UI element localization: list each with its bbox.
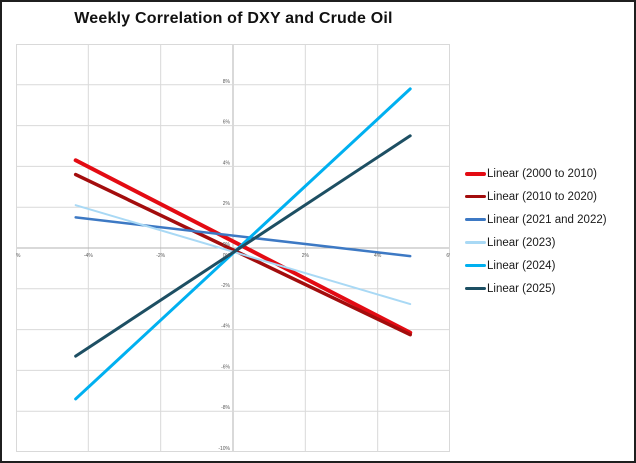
y-tick-label: -4% (221, 324, 230, 330)
legend-marker (465, 287, 486, 290)
legend-item: Linear (2010 to 2020) (465, 185, 607, 208)
y-tick-label: 2% (223, 201, 231, 207)
x-tick-label: 6% (446, 253, 450, 259)
legend-item: Linear (2023) (465, 231, 607, 254)
legend-marker (465, 241, 486, 244)
legend-marker (465, 264, 486, 267)
plot-area: -6%-4%-2%0%2%4%6%10%8%6%4%2%0%-2%-4%-6%-… (12, 38, 454, 453)
x-tick-label: 0% (223, 253, 231, 259)
x-tick-label: -6% (16, 253, 21, 259)
legend-item: Linear (2024) (465, 254, 607, 277)
plot-area-svg: -6%-4%-2%0%2%4%6%10%8%6%4%2%0%-2%-4%-6%-… (12, 38, 454, 453)
y-tick-label: -10% (218, 446, 230, 452)
series-line-linear-2024- (74, 87, 412, 401)
legend-label: Linear (2023) (487, 236, 556, 249)
chart-title: Weekly Correlation of DXY and Crude Oil (74, 10, 393, 27)
legend-label: Linear (2024) (487, 259, 556, 272)
y-tick-label: -8% (221, 405, 230, 411)
series-line-linear-2023- (74, 204, 412, 306)
y-tick-label: 0% (223, 242, 231, 248)
x-tick-label: -4% (84, 253, 93, 259)
legend-marker (465, 194, 486, 199)
legend: Linear (2000 to 2010) Linear (2010 to 20… (465, 162, 607, 300)
legend-item: Linear (2025) (465, 277, 607, 300)
y-tick-label: -2% (221, 283, 230, 289)
series-line-linear-2021-and-2022- (74, 216, 412, 258)
y-tick-label: 8% (223, 79, 231, 85)
legend-item: Linear (2021 and 2022) (465, 208, 607, 231)
legend-label: Linear (2010 to 2020) (487, 190, 597, 203)
legend-label: Linear (2021 and 2022) (487, 213, 607, 226)
legend-marker (465, 171, 486, 176)
legend-item: Linear (2000 to 2010) (465, 162, 607, 185)
x-tick-label: 2% (302, 253, 310, 259)
legend-marker (465, 218, 486, 221)
plot-border (16, 44, 450, 452)
legend-label: Linear (2025) (487, 282, 556, 295)
legend-label: Linear (2000 to 2010) (487, 167, 597, 180)
y-tick-label: 4% (223, 160, 231, 166)
y-tick-label: 6% (223, 120, 231, 126)
series-line-linear-2025- (74, 134, 412, 358)
x-tick-label: -2% (156, 253, 165, 259)
x-tick-label: 4% (374, 253, 382, 259)
y-tick-label: -6% (221, 364, 230, 370)
